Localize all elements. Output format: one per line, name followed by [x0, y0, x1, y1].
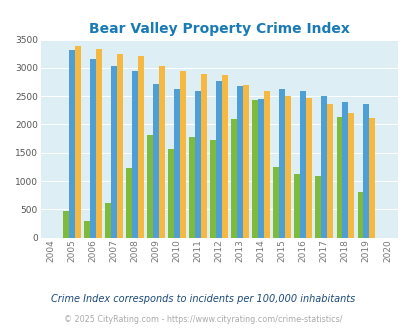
Bar — [243, 85, 249, 238]
Bar — [264, 91, 269, 238]
Bar — [96, 49, 102, 238]
Bar — [195, 90, 200, 238]
Bar — [294, 174, 300, 238]
Bar — [315, 176, 321, 238]
Bar — [237, 86, 243, 238]
Bar — [153, 84, 159, 238]
Bar — [300, 91, 305, 238]
Bar — [285, 96, 290, 238]
Bar — [279, 89, 285, 238]
Bar — [84, 221, 90, 238]
Bar — [326, 104, 333, 238]
Bar — [321, 96, 326, 238]
Bar — [126, 168, 132, 238]
Text: © 2025 CityRating.com - https://www.cityrating.com/crime-statistics/: © 2025 CityRating.com - https://www.city… — [64, 315, 341, 324]
Title: Bear Valley Property Crime Index: Bear Valley Property Crime Index — [89, 22, 349, 36]
Bar — [117, 54, 123, 238]
Bar — [210, 140, 216, 238]
Bar — [189, 137, 195, 238]
Bar — [75, 46, 81, 238]
Bar — [180, 71, 185, 238]
Bar — [336, 117, 341, 238]
Bar — [222, 75, 228, 238]
Bar — [105, 203, 111, 238]
Bar — [362, 104, 369, 238]
Bar — [216, 81, 222, 238]
Bar — [252, 100, 258, 238]
Bar — [231, 119, 237, 238]
Bar — [138, 56, 144, 238]
Bar — [159, 66, 164, 238]
Bar — [273, 167, 279, 238]
Bar — [69, 50, 75, 238]
Bar — [347, 113, 353, 238]
Bar — [200, 74, 207, 238]
Text: Crime Index corresponds to incidents per 100,000 inhabitants: Crime Index corresponds to incidents per… — [51, 294, 354, 304]
Bar — [174, 89, 180, 238]
Bar — [305, 98, 311, 238]
Bar — [369, 118, 374, 238]
Bar — [132, 71, 138, 238]
Bar — [147, 135, 153, 238]
Bar — [63, 211, 69, 238]
Bar — [111, 66, 117, 238]
Bar — [168, 149, 174, 238]
Bar — [357, 192, 362, 238]
Bar — [341, 102, 347, 238]
Bar — [258, 99, 264, 238]
Bar — [90, 59, 96, 238]
